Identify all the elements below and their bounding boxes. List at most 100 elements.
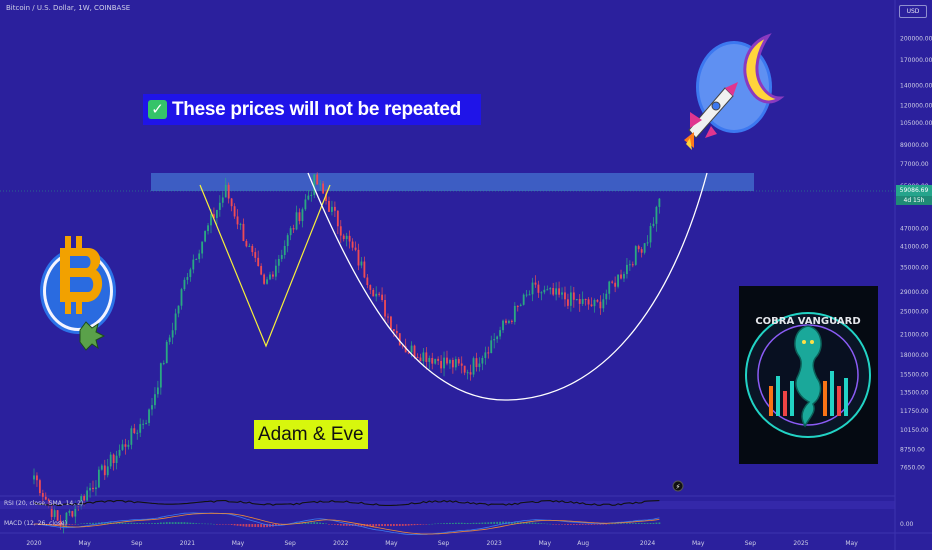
candle-body xyxy=(280,255,283,259)
candle-body xyxy=(360,261,363,266)
candle-body xyxy=(177,305,180,314)
macd-bar xyxy=(372,524,375,527)
macd-bar xyxy=(549,523,552,525)
candle-body xyxy=(449,359,451,364)
macd-bar xyxy=(56,524,59,526)
candle-body xyxy=(121,444,124,450)
currency-button[interactable]: USD xyxy=(899,5,927,18)
event-marker-icon[interactable] xyxy=(672,480,684,492)
candle-body xyxy=(283,245,286,256)
candle-body xyxy=(578,299,581,304)
cup-curve xyxy=(307,172,708,401)
candle-body xyxy=(92,487,94,490)
candle-body xyxy=(484,352,487,358)
candle-body xyxy=(95,487,97,490)
candle-body xyxy=(38,480,41,494)
macd-bar xyxy=(189,522,192,524)
macd-bar xyxy=(578,524,581,525)
candle-body xyxy=(581,299,584,304)
candle-body xyxy=(183,279,186,290)
macd-bar xyxy=(655,522,658,524)
macd-bar xyxy=(596,524,599,525)
macd-bar xyxy=(213,523,215,525)
candle-body xyxy=(534,282,537,285)
candle-body xyxy=(463,365,466,373)
candle-body xyxy=(100,465,103,470)
candle-body xyxy=(466,372,469,374)
candle-body xyxy=(307,195,310,200)
time-axis-label: 2020 xyxy=(26,540,41,547)
candle-body xyxy=(159,363,162,388)
candle-body xyxy=(643,243,646,253)
macd-bar xyxy=(80,523,83,525)
macd-bar xyxy=(481,522,484,524)
macd-bar xyxy=(599,524,602,525)
candle-body xyxy=(587,299,590,305)
macd-bar xyxy=(154,523,156,524)
candle-body xyxy=(593,300,596,307)
candle-body xyxy=(425,352,428,362)
candle-body xyxy=(174,313,177,331)
candle-body xyxy=(375,293,378,297)
candle-body xyxy=(590,304,593,307)
macd-bar xyxy=(136,523,139,524)
macd-bar xyxy=(564,524,566,525)
price-axis-label: 200000.00 xyxy=(900,35,932,42)
macd-bar xyxy=(233,524,236,526)
candle-body xyxy=(572,292,575,300)
macd-bar xyxy=(384,524,386,527)
macd-bar xyxy=(387,524,389,527)
candle-body xyxy=(266,279,268,284)
candle-body xyxy=(112,454,115,464)
macd-bar xyxy=(513,521,516,524)
candle-body xyxy=(74,506,77,517)
candle-body xyxy=(204,231,207,242)
candle-body xyxy=(646,242,649,244)
candle-body xyxy=(263,274,266,284)
macd-label[interactable]: MACD (12, 26, close) xyxy=(4,520,67,527)
candle-body xyxy=(428,357,431,362)
candle-body xyxy=(83,496,86,501)
candle-body xyxy=(652,223,655,227)
macd-bar xyxy=(525,522,528,524)
macd-bar xyxy=(499,521,501,524)
candle-body xyxy=(546,289,549,291)
time-axis-label: Sep xyxy=(285,540,297,547)
candle-body xyxy=(416,356,419,358)
macd-bar xyxy=(301,522,304,524)
time-axis-label: May xyxy=(845,540,858,547)
candle-body xyxy=(381,294,384,301)
candle-body xyxy=(325,193,327,201)
symbol-title[interactable]: Bitcoin / U.S. Dollar, 1W, COINBASE xyxy=(6,4,131,12)
macd-bar xyxy=(316,522,319,524)
candle-body xyxy=(469,372,472,375)
macd-bar xyxy=(620,523,622,524)
candle-body xyxy=(457,359,460,364)
candle-body xyxy=(295,212,298,230)
price-axis-label: 25000.00 xyxy=(900,309,929,316)
time-axis[interactable]: 2020 May Sep 2021 May Sep 2022 May Sep 2023 May Aug… xyxy=(26,540,858,547)
candle-body xyxy=(596,300,599,302)
price-axis-label: 11750.00 xyxy=(900,408,929,415)
macd-bar xyxy=(245,524,248,527)
macd-bar xyxy=(124,522,127,524)
candle-body xyxy=(620,274,622,279)
macd-bar xyxy=(493,521,496,524)
candle-body xyxy=(310,194,313,196)
cobra-bars-icon xyxy=(769,371,848,416)
candle-body xyxy=(599,301,602,309)
rsi-label[interactable]: RSI (20, close, SMA, 14, 2) xyxy=(4,500,84,507)
price-axis-label: 77000.00 xyxy=(900,161,929,168)
macd-bar xyxy=(118,522,121,524)
macd-bar xyxy=(89,522,91,524)
candle-body xyxy=(50,504,53,517)
time-axis-label: Sep xyxy=(745,540,757,547)
macd-bar xyxy=(165,522,168,524)
candle-body xyxy=(218,202,221,210)
candle-countdown: 4d 15h xyxy=(896,196,932,205)
macd-bar xyxy=(224,524,227,525)
macd-bar xyxy=(484,522,487,524)
macd-bar xyxy=(640,523,643,524)
